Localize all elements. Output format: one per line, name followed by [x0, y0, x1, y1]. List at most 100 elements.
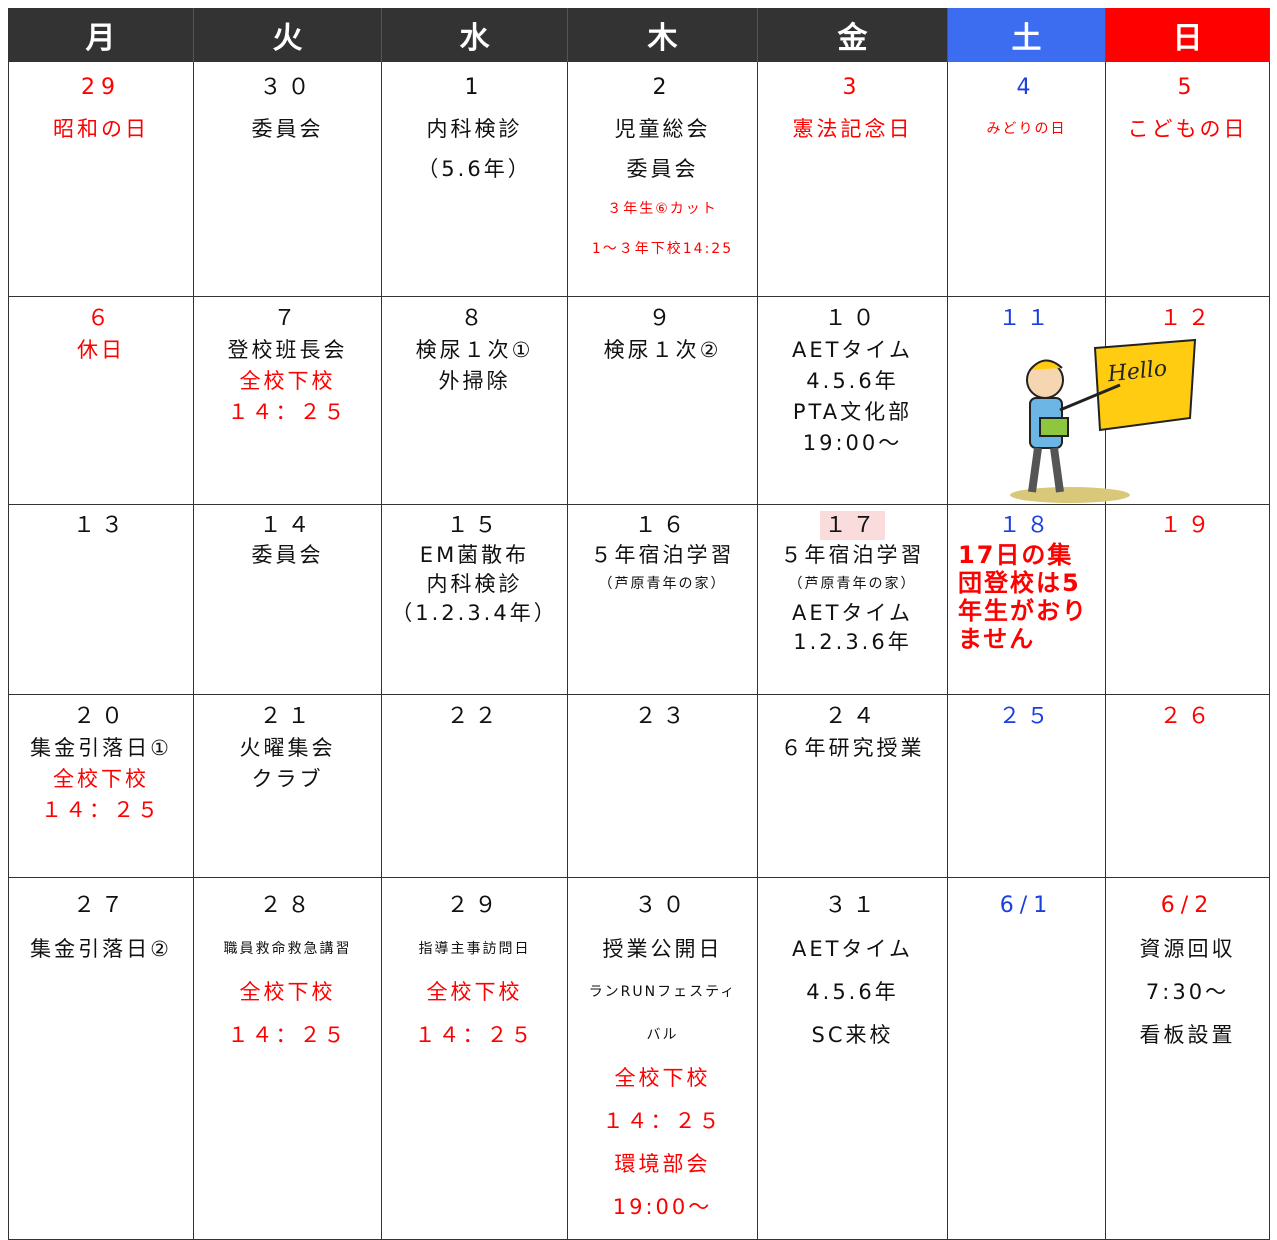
event-text: 17日の集団登校は5年生がおりません [958, 541, 1088, 653]
event-text: 7:30～ [1145, 980, 1230, 1004]
event-text: ３年生⑥カット [607, 201, 718, 217]
event-text: 委員会 [626, 157, 699, 181]
event-text: PTA文化部 [792, 400, 913, 424]
day-cell: ２１ 火曜集会 クラブ [194, 695, 382, 878]
event-text: 全校下校 [614, 1066, 711, 1090]
date-row: ２６ [1106, 701, 1269, 733]
date-number: ９ [648, 306, 677, 331]
event-text: １４：２５ [602, 1109, 723, 1133]
event-text: 憲法記念日 [792, 117, 913, 141]
event-text: AETタイム [791, 937, 914, 961]
event-text: 委員会 [251, 117, 324, 141]
date-row: 29 [9, 68, 193, 109]
event-text: 4.5.6年 [806, 369, 899, 393]
weekday-header: 木 [568, 8, 758, 62]
date-row: 6/1 [948, 884, 1105, 928]
weekday-header: 日 [1106, 8, 1270, 62]
event-text: 19:00～ [802, 431, 903, 455]
day-cell: 3 憲法記念日 [758, 62, 948, 297]
event-text: 登校班長会 [227, 338, 348, 362]
date-number: ２５ [998, 704, 1055, 729]
day-cell: ２９ 指導主事訪問日 全校下校 １４：２５ [382, 878, 568, 1240]
date-row: ２４ [758, 701, 947, 733]
date-number: １１ [998, 306, 1055, 331]
event-text: 集金引落日① [30, 736, 172, 760]
day-cell: １９ [1106, 505, 1270, 695]
date-row: 3 [758, 68, 947, 109]
event-text: 昭和の日 [53, 117, 149, 141]
event-text: SC来校 [811, 1023, 894, 1047]
event-text: 全校下校 [239, 980, 336, 1004]
date-row: ６ [9, 303, 193, 335]
date-number: 1 [464, 75, 485, 100]
date-number: ２６ [1159, 704, 1216, 729]
day-cell: ２７ 集金引落日② [8, 878, 194, 1240]
date-number: １７ [820, 511, 885, 540]
date-row: １６ [568, 511, 757, 541]
date-number: １４ [259, 513, 316, 538]
day-cell: ７ 登校班長会 全校下校 １４：２５ [194, 297, 382, 505]
event-text: 全校下校 [239, 369, 336, 393]
day-cell: １５ EM菌散布 内科検診 （1.2.3.4年） [382, 505, 568, 695]
event-text: ５年宿泊学習 [780, 543, 925, 567]
event-text: （1.2.3.4年） [391, 601, 558, 625]
event-text: AETタイム [791, 601, 914, 625]
event-text: 委員会 [251, 543, 324, 567]
date-number: 5 [1177, 75, 1198, 100]
event-text: 19:00～ [612, 1195, 713, 1219]
day-cell: １８ 17日の集団登校は5年生がおりません [948, 505, 1106, 695]
event-text: 4.5.6年 [806, 980, 899, 1004]
event-text: クラブ [251, 767, 324, 791]
date-number: １８ [998, 513, 1055, 538]
date-row: ９ [568, 303, 757, 335]
day-cell: １４ 委員会 [194, 505, 382, 695]
date-row: ２２ [382, 701, 567, 733]
day-cell: 1 内科検診 （5.6年） [382, 62, 568, 297]
day-cell: 4 みどりの日 [948, 62, 1106, 297]
date-number: ６ [86, 306, 115, 331]
event-text: こどもの日 [1127, 117, 1248, 141]
date-row: 6/2 [1106, 884, 1269, 928]
event-text: 全校下校 [426, 980, 523, 1004]
event-text: EM菌散布 [419, 543, 530, 567]
event-text: （5.6年） [417, 157, 532, 181]
date-number: １５ [446, 513, 503, 538]
date-row: 5 [1106, 68, 1269, 109]
date-row: １４ [194, 511, 381, 541]
date-number: １９ [1159, 513, 1216, 538]
event-text: （芦原青年の家） [598, 576, 727, 592]
date-number: １２ [1159, 306, 1216, 331]
event-text: ランRUNフェスティバル [588, 984, 737, 1043]
date-number: ２９ [446, 893, 503, 918]
day-cell: ２６ [1106, 695, 1270, 878]
date-row: ２８ [194, 884, 381, 928]
date-row: ７ [194, 303, 381, 335]
event-text: 授業公開日 [602, 937, 723, 961]
date-number: ２３ [634, 704, 691, 729]
day-cell: ２４ ６年研究授業 [758, 695, 948, 878]
date-row: ２９ [382, 884, 567, 928]
weekday-header: 土 [948, 8, 1106, 62]
day-cell: １７ ５年宿泊学習 （芦原青年の家） AETタイム 1.2.3.6年 [758, 505, 948, 695]
event-text: （芦原青年の家） [788, 576, 917, 592]
weekday-header: 金 [758, 8, 948, 62]
event-text: 検尿１次① [415, 338, 534, 362]
date-number: 6/1 [999, 893, 1054, 918]
weekday-header: 火 [194, 8, 382, 62]
event-text: ５年宿泊学習 [590, 543, 735, 567]
date-number: １３ [72, 513, 129, 538]
event-text: 1～３年下校14:25 [591, 241, 734, 257]
day-cell: 6/2 資源回収 7:30～ 看板設置 [1106, 878, 1270, 1240]
day-cell: ３０ 授業公開日 ランRUNフェスティバル 全校下校 １４：２５ 環境部会 19:00～ [568, 878, 758, 1240]
date-number: ２１ [259, 704, 316, 729]
date-row: １１ [948, 303, 1105, 335]
day-cell: ２０ 集金引落日① 全校下校 １４：２５ [8, 695, 194, 878]
date-number: 4 [1016, 75, 1037, 100]
event-text: 外掃除 [438, 369, 511, 393]
event-text: 内科検診 [426, 117, 523, 141]
day-cell: １２ [1106, 297, 1270, 505]
day-cell: 2 児童総会 委員会 ３年生⑥カット 1～３年下校14:25 [568, 62, 758, 297]
event-text: 資源回収 [1139, 937, 1236, 961]
date-number: ２８ [259, 893, 316, 918]
